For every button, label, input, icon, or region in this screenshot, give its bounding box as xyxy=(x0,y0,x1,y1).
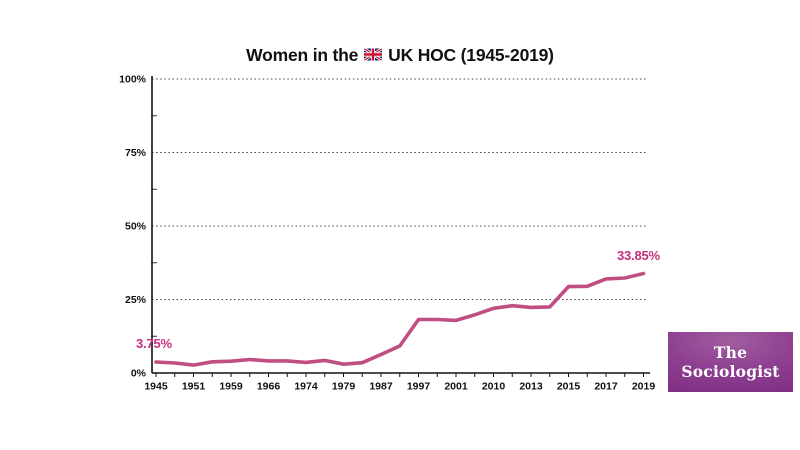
x-tick-label: 2010 xyxy=(482,381,506,393)
x-tick-label: 1974 xyxy=(294,381,318,393)
x-tick-label: 2019 xyxy=(632,381,656,393)
y-tick-label: 75% xyxy=(125,147,147,159)
chart-title-prefix: Women in the xyxy=(246,44,359,65)
x-tick-label: 2015 xyxy=(557,381,581,393)
y-tick-label: 50% xyxy=(125,221,147,233)
x-tick-label: 1997 xyxy=(407,381,431,393)
y-tick-label: 25% xyxy=(125,294,147,306)
y-tick-label: 0% xyxy=(131,368,147,380)
data-line xyxy=(154,271,646,367)
y-tick-label: 100% xyxy=(119,74,147,86)
logo-line2: Sociologist xyxy=(681,362,780,381)
x-tick-label: 1979 xyxy=(332,381,356,393)
logo-line1: The xyxy=(713,343,748,362)
x-tick-label: 1945 xyxy=(144,381,168,393)
chart-title: Women in the UK HOC (1945-2019) xyxy=(0,44,800,66)
uk-flag-icon xyxy=(364,45,383,66)
x-tick-label: 2017 xyxy=(594,381,618,393)
sociologist-logo: The Sociologist xyxy=(668,332,793,392)
x-tick-label: 1951 xyxy=(182,381,206,393)
x-tick-label: 1959 xyxy=(219,381,243,393)
chart-title-suffix: UK HOC (1945-2019) xyxy=(388,44,554,65)
last-point-label: 33.85% xyxy=(617,248,660,263)
x-tick-label: 2001 xyxy=(444,381,468,393)
first-point-label: 3.75% xyxy=(136,336,172,351)
x-tick-label: 1966 xyxy=(257,381,281,393)
x-tick-label: 1987 xyxy=(369,381,393,393)
x-tick-label: 2013 xyxy=(519,381,543,393)
